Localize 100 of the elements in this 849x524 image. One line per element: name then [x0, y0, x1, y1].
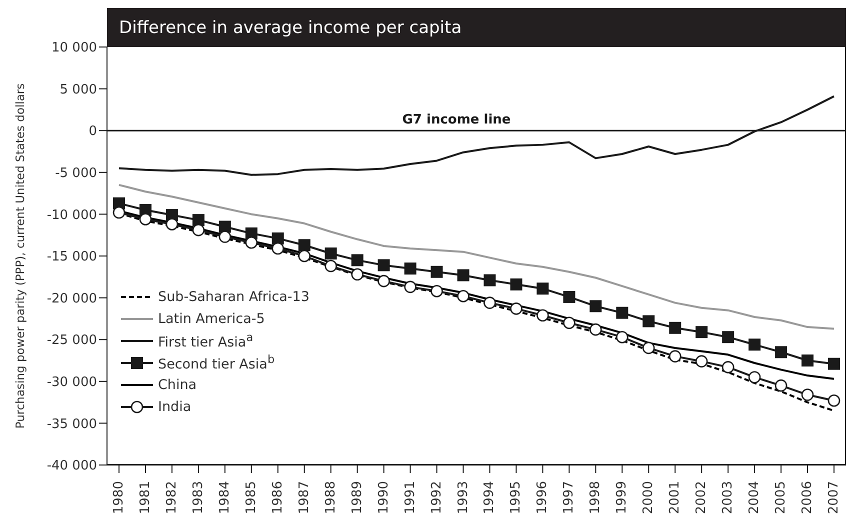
point: [774, 379, 788, 392]
x-tick-label: 1985: [244, 481, 259, 514]
point: [748, 371, 761, 384]
point: [298, 250, 311, 262]
x-tick-label: 2003: [720, 481, 736, 514]
x-tick-label: 1988: [323, 481, 338, 514]
point: [695, 355, 708, 368]
x-tick-label: 1999: [614, 481, 630, 514]
point: [616, 306, 628, 319]
x-tick-label: 2002: [694, 481, 710, 514]
x-tick-label: 1982: [164, 481, 180, 514]
point: [484, 274, 496, 286]
point: [430, 266, 443, 278]
legend-label: Second tier Asia$^{b}$: [158, 353, 275, 373]
x-tick-label: 1992: [429, 481, 444, 514]
point: [563, 290, 576, 303]
x-tick-label: 1990: [376, 481, 392, 514]
legend-label: First tier Asia$^{a}$: [158, 331, 254, 351]
point: [351, 254, 364, 266]
x-tick-label: 1993: [456, 481, 471, 514]
point: [802, 354, 814, 366]
point: [245, 236, 258, 249]
y-tick-label: -10 000: [46, 208, 97, 223]
legend-label: India: [158, 399, 192, 415]
point: [828, 358, 840, 370]
x-tick-label: 1989: [350, 481, 365, 514]
y-tick-label: -35 000: [46, 416, 97, 432]
point: [536, 309, 549, 322]
x-tick-label: 2006: [800, 481, 816, 514]
point: [351, 268, 364, 281]
point: [696, 326, 708, 338]
point: [324, 247, 337, 260]
x-tick-label: 2000: [641, 481, 656, 514]
x-tick-label: 2004: [747, 481, 762, 514]
x-tick-label: 1998: [588, 481, 604, 514]
x-tick-label: 1995: [508, 481, 524, 514]
point: [510, 302, 522, 315]
point: [642, 315, 655, 328]
point: [404, 280, 416, 294]
point: [457, 269, 470, 282]
point: [668, 350, 682, 362]
ref-line-label: G7 income line: [402, 112, 511, 128]
point: [378, 259, 390, 272]
point: [484, 296, 496, 309]
y-axis-title: Purchasing power parity (PPP), current United States dollars: [13, 83, 27, 429]
y-tick-label: 10 000: [52, 40, 97, 56]
point: [590, 300, 602, 312]
point: [324, 260, 337, 272]
x-tick-label: 1984: [217, 481, 232, 514]
point: [112, 206, 126, 219]
point: [669, 322, 682, 334]
point: [404, 262, 416, 275]
x-tick-label: 1994: [482, 481, 498, 514]
x-tick-label: 1980: [112, 481, 126, 514]
point: [457, 290, 470, 302]
x-tick-label: 1991: [402, 481, 418, 514]
point: [218, 220, 231, 233]
point: [378, 274, 390, 288]
y-tick-label: 5 000: [60, 82, 97, 98]
point: [139, 213, 152, 226]
point: [748, 338, 761, 351]
point: [166, 218, 178, 230]
x-tick-label: 2007: [826, 481, 842, 514]
point: [722, 331, 734, 344]
point: [510, 278, 522, 290]
point: [590, 323, 602, 336]
y-tick-label: -20 000: [46, 291, 97, 306]
point: [218, 230, 232, 243]
line-series: [118, 184, 835, 330]
x-tick-label: 2005: [774, 481, 789, 514]
point: [801, 388, 814, 401]
x-tick-label: 1987: [296, 481, 312, 514]
y-tick-label: 0: [88, 124, 97, 140]
x-tick-label: 2001: [668, 481, 683, 514]
x-tick-label: 1983: [190, 481, 206, 514]
x-tick-label: 1981: [138, 481, 153, 514]
point: [828, 394, 840, 407]
y-tick-label: -15 000: [46, 250, 97, 265]
y-tick-label: -40 000: [46, 458, 97, 474]
x-tick-label: 1997: [562, 481, 577, 514]
legend-label: China: [158, 377, 197, 393]
legend-label: Sub-Saharan Africa-13: [158, 289, 310, 305]
point: [272, 232, 284, 244]
point: [775, 346, 788, 358]
point: [272, 242, 284, 255]
point: [192, 214, 204, 226]
point: [563, 316, 576, 330]
point: [536, 282, 549, 295]
x-tick-label: 1996: [535, 481, 550, 514]
x-tick-label: 1986: [270, 481, 286, 514]
point: [642, 342, 655, 354]
legend-label: Latin America-5: [158, 311, 265, 327]
point: [616, 330, 628, 344]
chart-title: Difference in average income per capita: [107, 8, 846, 47]
point: [192, 224, 205, 236]
y-tick-label: -25 000: [46, 333, 97, 348]
y-tick-label: -30 000: [46, 375, 97, 390]
point: [298, 239, 310, 252]
point: [430, 284, 443, 298]
point: [722, 361, 734, 374]
